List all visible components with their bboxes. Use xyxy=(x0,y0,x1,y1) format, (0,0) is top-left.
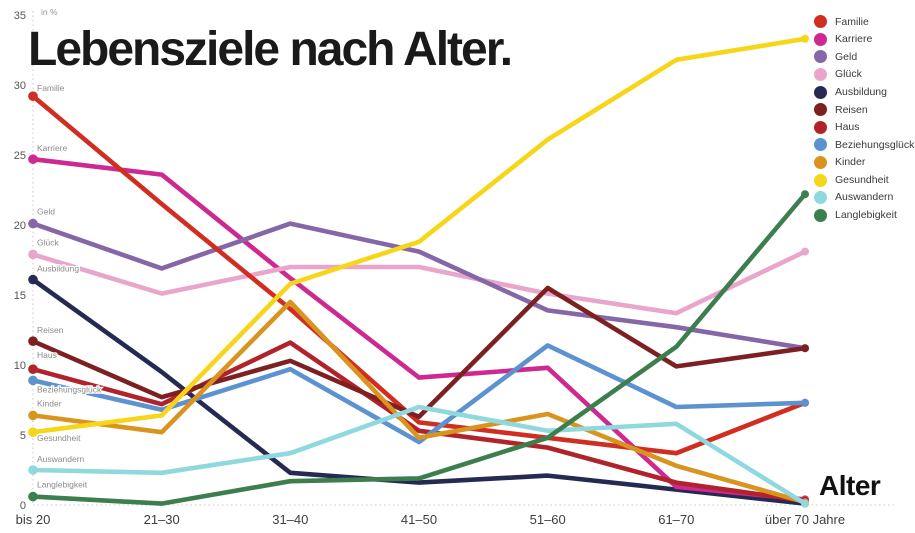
legend-dot-geld xyxy=(814,50,827,64)
line-ausbildung xyxy=(30,277,808,506)
y-axis-unit-label: in % xyxy=(41,7,58,17)
end-point-langlebigkeit xyxy=(801,190,809,199)
line-familie xyxy=(30,93,808,456)
series-start-label-haus: Haus xyxy=(37,350,57,360)
legend-dot-langlebigkeit xyxy=(814,208,827,222)
series-start-label-auswandern: Auswandern xyxy=(37,454,85,464)
start-point-reisen xyxy=(28,336,38,347)
legend-item-ausbildung: Ausbildung xyxy=(814,83,914,101)
legend-item-geld: Geld xyxy=(814,48,914,66)
start-point-langlebigkeit xyxy=(28,491,38,502)
legend-dot-kinder xyxy=(814,156,827,170)
end-point-reisen xyxy=(801,344,809,353)
legend-dot-auswandern xyxy=(814,191,827,205)
y-tick-label-0: 0 xyxy=(20,500,26,512)
legend-label-gesundheit: Gesundheit xyxy=(835,173,889,186)
page-title: Lebensziele nach Alter. xyxy=(28,23,513,76)
legend-item-karriere: Karriere xyxy=(814,31,914,49)
end-point-gesundheit xyxy=(801,34,809,43)
end-point-gluck xyxy=(801,247,809,256)
start-point-geld xyxy=(28,218,38,229)
line-gluck xyxy=(30,249,808,316)
legend-label-gluck: Glück xyxy=(835,68,862,81)
y-tick-label-30: 30 xyxy=(14,80,26,92)
legend-dot-karriere xyxy=(814,32,827,46)
legend-label-kinder: Kinder xyxy=(835,156,866,169)
legend-label-geld: Geld xyxy=(835,50,858,63)
legend-label-familie: Familie xyxy=(835,15,869,28)
legend-label-reisen: Reisen xyxy=(835,103,868,116)
y-tick-label-25: 25 xyxy=(14,150,26,162)
start-point-gluck xyxy=(28,249,38,260)
y-tick-label-10: 10 xyxy=(14,360,26,372)
legend-item-familie: Familie xyxy=(814,13,914,31)
series-start-label-karriere: Karriere xyxy=(37,143,68,153)
legend-label-beziehungsgluck: Beziehungsglück xyxy=(835,138,915,151)
line-gesundheit xyxy=(30,36,808,435)
legend-dot-familie xyxy=(814,15,827,29)
legend-dot-haus xyxy=(814,120,827,134)
y-tick-label-5: 5 xyxy=(20,430,26,442)
legend-item-haus: Haus xyxy=(814,119,914,137)
x-tick-label-41-50: 41–50 xyxy=(401,512,437,527)
end-point-auswandern xyxy=(801,499,809,508)
start-point-familie xyxy=(28,91,38,101)
y-tick-label-15: 15 xyxy=(14,290,26,302)
end-point-beziehungsgluck xyxy=(801,398,809,407)
x-axis-title: Alter xyxy=(819,470,881,501)
legend-item-gluck: Glück xyxy=(814,66,914,84)
series-start-label-beziehungsgluck: Beziehungsglück xyxy=(37,384,102,394)
y-tick-label-20: 20 xyxy=(14,220,26,232)
start-point-karriere xyxy=(28,154,38,164)
start-point-auswandern xyxy=(28,465,38,475)
line-auswandern xyxy=(30,404,808,506)
legend-dot-gluck xyxy=(814,68,827,82)
start-point-ausbildung xyxy=(28,274,38,285)
series-start-label-ausbildung: Ausbildung xyxy=(37,264,79,274)
series-start-label-familie: Familie xyxy=(37,83,65,93)
line-haus xyxy=(30,340,808,504)
line-karriere xyxy=(30,156,808,502)
series-start-label-geld: Geld xyxy=(37,207,55,217)
legend-item-beziehungsgluck: Beziehungsglück xyxy=(814,136,914,154)
y-tick-label-35: 35 xyxy=(14,10,26,22)
x-tick-label-bis-20: bis 20 xyxy=(16,512,51,527)
series-start-label-langlebigkeit: Langlebigkeit xyxy=(37,480,88,490)
legend-item-reisen: Reisen xyxy=(814,101,914,119)
x-tick-label-21-30: 21–30 xyxy=(144,512,180,527)
legend-item-langlebigkeit: Langlebigkeit xyxy=(814,207,914,225)
legend-label-langlebigkeit: Langlebigkeit xyxy=(835,209,897,222)
legend-item-auswandern: Auswandern xyxy=(814,189,914,207)
legend-item-gesundheit: Gesundheit xyxy=(814,171,914,189)
start-point-kinder xyxy=(28,410,38,421)
series-start-label-reisen: Reisen xyxy=(37,325,64,335)
series-start-label-gluck: Glück xyxy=(37,237,59,247)
legend-dot-reisen xyxy=(814,103,827,117)
line-kinder xyxy=(30,299,808,505)
legend-dot-ausbildung xyxy=(814,85,827,99)
legend-label-karriere: Karriere xyxy=(835,33,873,46)
x-tick-label-51-60: 51–60 xyxy=(530,512,566,527)
line-beziehungsgluck xyxy=(30,343,808,445)
x-tick-label-31-40: 31–40 xyxy=(272,512,308,527)
legend-dot-gesundheit xyxy=(814,173,827,187)
x-tick-label-uber-70-jahre: über 70 Jahre xyxy=(765,512,845,527)
start-point-beziehungsgluck xyxy=(28,375,38,386)
line-langlebigkeit xyxy=(30,191,808,506)
legend: Familie Karriere Geld Glück Ausbildung Reisen… xyxy=(814,13,914,224)
series-start-label-gesundheit: Gesundheit xyxy=(37,433,81,443)
line-geld xyxy=(30,221,808,351)
series-start-label-kinder: Kinder xyxy=(37,398,62,408)
line-reisen xyxy=(30,285,808,420)
x-tick-label-61-70: 61–70 xyxy=(658,512,694,527)
legend-label-haus: Haus xyxy=(835,121,860,134)
legend-item-kinder: Kinder xyxy=(814,154,914,172)
start-point-gesundheit xyxy=(28,427,38,438)
legend-label-auswandern: Auswandern xyxy=(835,191,894,204)
legend-label-ausbildung: Ausbildung xyxy=(835,85,887,98)
start-point-haus xyxy=(28,364,38,375)
legend-dot-beziehungsgluck xyxy=(814,138,827,152)
